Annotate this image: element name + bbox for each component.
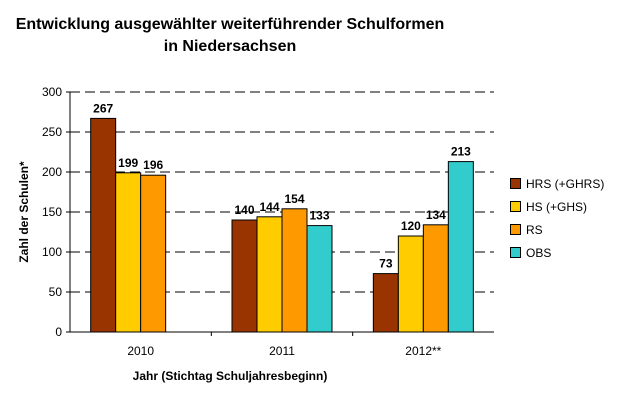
legend-label: OBS — [526, 245, 552, 260]
legend-swatch — [510, 201, 521, 212]
legend-swatch — [510, 224, 521, 235]
data-label: 213 — [451, 145, 471, 159]
data-labels: 267 199 196 140 144 154 133 73 120 134 213 — [93, 101, 471, 270]
bar — [231, 219, 258, 333]
legend-item: OBS — [510, 241, 604, 264]
data-label: 154 — [284, 192, 304, 206]
chart-title: Entwicklung ausgewählter weiterführender… — [15, 16, 445, 55]
legend: HRS (+GHRS) HS (+GHS) RS OBS — [510, 172, 604, 264]
legend-swatch — [510, 247, 521, 258]
x-axis-title: Jahr (Stichtag Schuljahresbeginn) — [133, 369, 328, 383]
legend-item: HS (+GHS) — [510, 195, 604, 218]
y-tick-label: 150 — [42, 205, 62, 219]
y-tick-label: 250 — [42, 125, 62, 139]
y-axis-title: Zahl der Schulen* — [17, 161, 31, 263]
bar — [447, 161, 474, 333]
x-tick-label: 2010 — [127, 344, 154, 358]
y-tick-label: 50 — [49, 285, 63, 299]
y-tick-label: 100 — [42, 245, 62, 259]
bar — [90, 117, 117, 333]
data-label: 134 — [426, 208, 446, 222]
data-label: 120 — [401, 219, 421, 233]
legend-label: RS — [526, 222, 543, 237]
bar — [372, 273, 399, 333]
bar — [256, 216, 283, 333]
y-tick-label: 0 — [55, 325, 62, 339]
y-tick-label: 300 — [42, 85, 62, 99]
bar — [397, 235, 424, 333]
bar — [115, 172, 142, 333]
data-label: 199 — [118, 156, 138, 170]
data-label: 144 — [259, 200, 279, 214]
bar — [306, 225, 333, 333]
data-label: 73 — [379, 257, 393, 271]
x-tick-label: 2011 — [269, 344, 295, 358]
legend-label: HS (+GHS) — [526, 199, 588, 214]
data-label: 140 — [234, 203, 254, 217]
legend-item: HRS (+GHRS) — [510, 172, 604, 195]
legend-item: RS — [510, 218, 604, 241]
legend-swatch — [510, 178, 521, 189]
data-label: 196 — [143, 158, 163, 172]
bar — [140, 174, 167, 333]
y-tick-label: 200 — [42, 165, 62, 179]
data-label: 267 — [93, 101, 113, 115]
bars — [90, 117, 474, 333]
bar — [281, 208, 308, 333]
data-label: 133 — [309, 209, 329, 223]
legend-label: HRS (+GHRS) — [526, 176, 605, 191]
bar — [422, 224, 449, 333]
x-tick-label: 2012** — [405, 344, 441, 358]
